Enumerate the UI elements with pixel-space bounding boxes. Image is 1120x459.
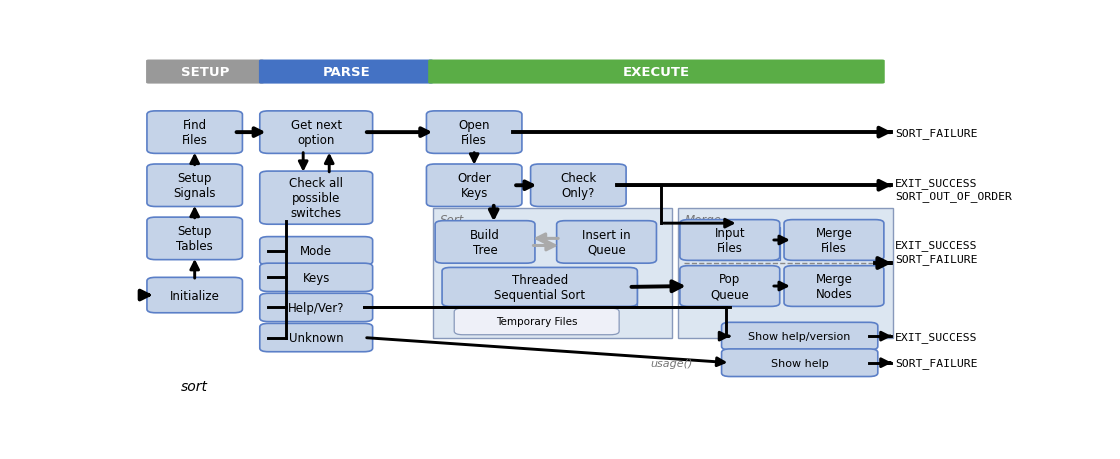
Text: usage(): usage(): [650, 358, 692, 369]
FancyBboxPatch shape: [531, 165, 626, 207]
FancyBboxPatch shape: [433, 209, 672, 338]
FancyBboxPatch shape: [435, 221, 535, 263]
Text: Sort: Sort: [440, 213, 465, 226]
Text: Unknown: Unknown: [289, 331, 344, 344]
FancyBboxPatch shape: [147, 112, 242, 154]
FancyBboxPatch shape: [260, 172, 373, 225]
Text: Insert in
Queue: Insert in Queue: [582, 229, 631, 257]
Text: Setup
Tables: Setup Tables: [176, 225, 213, 253]
Text: Merge
Nodes: Merge Nodes: [815, 273, 852, 300]
Text: Merge
Files: Merge Files: [815, 226, 852, 254]
FancyBboxPatch shape: [147, 218, 242, 260]
Text: Build
Tree: Build Tree: [470, 229, 500, 257]
FancyBboxPatch shape: [260, 237, 373, 265]
Text: Input
Files: Input Files: [715, 226, 745, 254]
Text: Order
Keys: Order Keys: [457, 172, 491, 200]
Text: EXIT_SUCCESS: EXIT_SUCCESS: [895, 240, 978, 251]
Text: EXECUTE: EXECUTE: [623, 66, 690, 79]
Text: Mode: Mode: [300, 245, 333, 257]
FancyBboxPatch shape: [455, 308, 619, 335]
Text: Threaded
Sequential Sort: Threaded Sequential Sort: [494, 273, 586, 301]
FancyBboxPatch shape: [721, 349, 878, 377]
FancyBboxPatch shape: [680, 220, 780, 261]
FancyBboxPatch shape: [680, 266, 780, 307]
Text: EXIT_SUCCESS: EXIT_SUCCESS: [895, 178, 978, 189]
FancyBboxPatch shape: [784, 220, 884, 261]
Text: Setup
Signals: Setup Signals: [174, 172, 216, 200]
Text: SORT_OUT_OF_ORDER: SORT_OUT_OF_ORDER: [895, 191, 1012, 202]
Text: Help/Ver?: Help/Ver?: [288, 301, 345, 314]
Text: Find
Files: Find Files: [181, 119, 207, 147]
FancyBboxPatch shape: [459, 275, 637, 307]
Text: Temporary Files: Temporary Files: [496, 317, 578, 327]
FancyBboxPatch shape: [260, 112, 373, 154]
FancyBboxPatch shape: [698, 227, 780, 261]
FancyBboxPatch shape: [442, 268, 637, 307]
Text: Keys: Keys: [302, 271, 330, 284]
FancyBboxPatch shape: [146, 61, 264, 84]
FancyBboxPatch shape: [678, 209, 894, 338]
FancyBboxPatch shape: [147, 278, 242, 313]
Text: Get next
option: Get next option: [291, 119, 342, 147]
Text: Open
Files: Open Files: [458, 119, 489, 147]
FancyBboxPatch shape: [259, 61, 433, 84]
Text: SORT_FAILURE: SORT_FAILURE: [895, 358, 978, 369]
Text: SORT_FAILURE: SORT_FAILURE: [895, 128, 978, 138]
Text: SORT_FAILURE: SORT_FAILURE: [895, 253, 978, 264]
FancyBboxPatch shape: [260, 263, 373, 292]
Text: Check all
possible
switches: Check all possible switches: [289, 177, 343, 220]
FancyBboxPatch shape: [427, 112, 522, 154]
Text: Merge: Merge: [685, 213, 722, 226]
Text: Check
Only?: Check Only?: [560, 172, 597, 200]
FancyBboxPatch shape: [693, 225, 775, 259]
FancyBboxPatch shape: [784, 266, 884, 307]
FancyBboxPatch shape: [147, 165, 242, 207]
FancyBboxPatch shape: [557, 221, 656, 263]
FancyBboxPatch shape: [427, 165, 522, 207]
FancyBboxPatch shape: [428, 61, 885, 84]
Text: EXIT_SUCCESS: EXIT_SUCCESS: [895, 331, 978, 342]
Text: sort: sort: [181, 380, 208, 393]
Text: Initialize: Initialize: [170, 289, 220, 302]
Text: Show help/version: Show help/version: [748, 331, 851, 341]
FancyBboxPatch shape: [455, 273, 633, 305]
FancyBboxPatch shape: [260, 324, 373, 352]
Text: PARSE: PARSE: [323, 66, 370, 79]
FancyBboxPatch shape: [721, 323, 878, 350]
Text: SETUP: SETUP: [181, 66, 230, 79]
FancyBboxPatch shape: [260, 294, 373, 322]
Text: Show help: Show help: [771, 358, 829, 368]
Text: Pop
Queue: Pop Queue: [710, 273, 749, 300]
